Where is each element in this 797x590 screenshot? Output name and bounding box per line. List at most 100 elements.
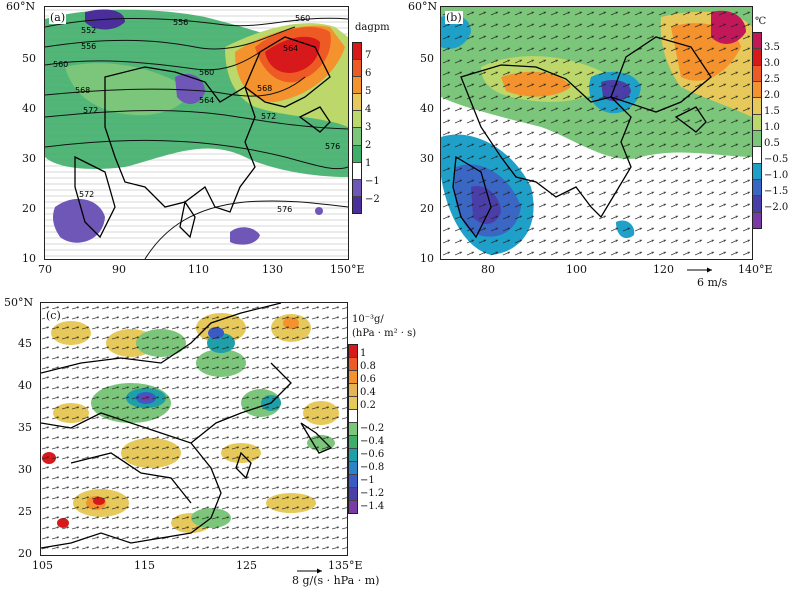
panel-c-colorbar-label: 1 — [360, 348, 367, 359]
colorbar-segment — [349, 436, 357, 449]
panel-c-colorbar-label: −0.2 — [360, 423, 385, 434]
panel-b-colorbar-label: 2.5 — [764, 74, 780, 85]
panel-c-y-tick: 20 — [18, 547, 32, 560]
panel-b-unit: ℃ — [755, 16, 767, 27]
colorbar-segment — [753, 212, 761, 228]
panel-a-field: 552 556 556 560 560 560 564 564 568 568 … — [45, 7, 348, 259]
panel-c-field — [41, 303, 347, 555]
panel-a-map: 552 556 556 560 560 560 564 564 568 568 … — [44, 6, 349, 260]
colorbar-segment — [349, 449, 357, 462]
panel-a-colorbar-label: 6 — [365, 68, 372, 79]
panel-a-colorbar-label: 3 — [365, 122, 372, 133]
panel-a-colorbar-label: 5 — [365, 86, 372, 97]
panel-b-colorbar-label: 2.0 — [764, 90, 780, 101]
panel-a-y-tick: 30 — [22, 152, 36, 165]
colorbar-segment — [753, 114, 761, 131]
panel-c-y-tick: 35 — [18, 421, 32, 434]
panel-b-colorbar-label: 0.5 — [764, 138, 780, 149]
contour-label: 572 — [83, 106, 98, 115]
panel-a-x-tick: 110 — [188, 263, 209, 276]
panel-c-label: (c) — [45, 309, 62, 322]
colorbar-segment — [349, 410, 357, 423]
panel-a-colorbar-label: 1 — [365, 158, 372, 169]
panel-b-y-tick: 60°N — [408, 0, 438, 13]
panel-a-x-tick: 150°E — [330, 263, 365, 276]
panel-a-colorbar-label: 7 — [365, 50, 372, 61]
panel-c-x-tick: 135°E — [328, 559, 363, 572]
contour-label: 572 — [261, 112, 276, 121]
contour-label: 560 — [295, 14, 310, 23]
colorbar-segment — [753, 196, 761, 213]
panel-b-y-tick: 20 — [420, 202, 434, 215]
colorbar-segment — [353, 94, 361, 112]
panel-a-y-tick: 20 — [22, 202, 36, 215]
colorbar-segment — [753, 49, 761, 66]
panel-a-x-tick: 130 — [262, 263, 283, 276]
panel-a-y-tick: 60°N — [6, 0, 36, 13]
contour-label: 556 — [81, 42, 96, 51]
contour-label: 556 — [173, 18, 188, 27]
contour-label: 564 — [199, 96, 214, 105]
panel-b-y-tick: 30 — [420, 152, 434, 165]
panel-b-colorbar — [752, 32, 762, 229]
panel-b-label: (b) — [445, 11, 463, 24]
panel-b-y-tick: 50 — [420, 52, 434, 65]
colorbar-segment — [353, 145, 361, 163]
panel-c-y-tick: 50°N — [4, 296, 34, 309]
panel-b-x-tick: 80 — [481, 263, 495, 276]
panel-c-colorbar-label: 0.2 — [360, 400, 376, 411]
panel-c-y-tick: 30 — [18, 463, 32, 476]
panel-b-colorbar-label: 1.5 — [764, 106, 780, 117]
colorbar-segment — [349, 488, 357, 501]
contour-label: 552 — [81, 26, 96, 35]
colorbar-segment — [349, 423, 357, 436]
panel-c-colorbar-label: −1 — [360, 475, 375, 486]
panel-c-colorbar-label: 0.6 — [360, 374, 376, 385]
panel-c-colorbar-label: −1.4 — [360, 501, 385, 512]
contour-label: 572 — [79, 190, 94, 199]
colorbar-segment — [349, 475, 357, 488]
colorbar-segment — [753, 98, 761, 115]
contour-label: 576 — [277, 205, 292, 214]
panel-c-y-tick: 40 — [18, 379, 32, 392]
panel-c-x-tick: 115 — [134, 559, 155, 572]
panel-c-reference-vector-label: 8 g/(s · hPa · m) — [292, 574, 380, 587]
colorbar-segment — [349, 501, 357, 513]
colorbar-segment — [753, 130, 761, 148]
colorbar-segment — [753, 65, 761, 82]
panel-c-y-tick: 45 — [18, 337, 32, 350]
panel-c-x-tick: 105 — [32, 559, 53, 572]
panel-b-y-tick: 10 — [420, 252, 434, 265]
panel-a-x-tick: 90 — [112, 263, 126, 276]
panel-b-reference-arrow — [687, 267, 712, 273]
panel-c-x-tick: 125 — [236, 559, 257, 572]
panel-c-colorbar-label: −0.4 — [360, 436, 385, 447]
colorbar-segment — [753, 33, 761, 50]
panel-b-x-tick: 100 — [566, 263, 587, 276]
colorbar-segment — [349, 345, 357, 358]
panel-b-reference-vector-label: 6 m/s — [697, 276, 728, 289]
colorbar-segment — [353, 111, 361, 129]
panel-a-colorbar — [352, 42, 362, 214]
colorbar-segment — [753, 147, 761, 164]
colorbar-segment — [349, 358, 357, 371]
panel-c-colorbar-label: −0.6 — [360, 449, 385, 460]
colorbar-segment — [353, 179, 361, 197]
panel-b-colorbar-label: 3.5 — [764, 42, 780, 53]
colorbar-segment — [349, 371, 357, 384]
colorbar-segment — [353, 60, 361, 78]
panel-a-y-tick: 50 — [22, 52, 36, 65]
panel-c-reference-arrow — [297, 568, 322, 574]
colorbar-segment — [349, 384, 357, 397]
colorbar-segment — [353, 128, 361, 146]
panel-b-x-tick: 140°E — [738, 263, 773, 276]
panel-b-colorbar-label: 1.0 — [764, 122, 780, 133]
panel-c-map: (c) — [40, 302, 348, 556]
panel-b-colorbar-label: −1.0 — [764, 170, 789, 181]
colorbar-segment — [753, 81, 761, 99]
panel-c-colorbar-label: 0.4 — [360, 387, 376, 398]
panel-c-colorbar — [348, 344, 358, 514]
panel-a-colorbar-label: 2 — [365, 140, 372, 151]
panel-c-unit-line1: 10⁻³g/ — [352, 314, 384, 325]
colorbar-segment — [353, 162, 361, 180]
